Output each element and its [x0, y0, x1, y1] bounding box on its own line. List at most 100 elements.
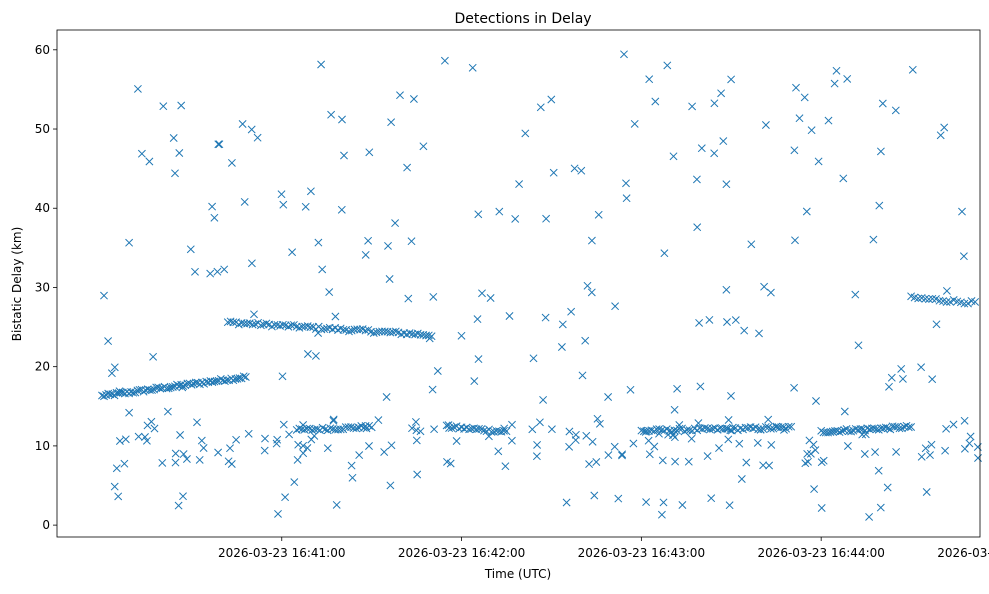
data-point [722, 285, 731, 294]
data-point [657, 510, 666, 519]
data-point [226, 444, 234, 453]
data-point [805, 436, 814, 445]
data-point [424, 331, 433, 340]
data-point [133, 84, 142, 93]
data-point [457, 331, 466, 340]
data-point [281, 493, 290, 502]
data-point [195, 455, 204, 464]
data-point [878, 99, 887, 108]
data-point [803, 449, 812, 458]
data-point [348, 473, 357, 482]
data-point [567, 307, 576, 316]
data-point [735, 439, 744, 448]
data-point [274, 509, 282, 518]
data-point [760, 282, 769, 291]
data-point [707, 494, 716, 503]
data-point [725, 501, 734, 510]
data-point [374, 416, 383, 425]
data-point [110, 482, 119, 491]
data-point [964, 299, 972, 308]
data-point [650, 442, 659, 451]
data-point [214, 140, 223, 149]
data-point [382, 393, 391, 401]
data-point [262, 319, 271, 328]
data-point [697, 144, 706, 153]
data-point [347, 461, 356, 470]
data-point [719, 137, 728, 146]
data-point [588, 437, 597, 446]
data-point [890, 422, 899, 431]
data-point [817, 504, 826, 512]
data-point [974, 454, 982, 462]
data-point [413, 470, 422, 479]
data-point [232, 435, 241, 444]
data-point [176, 431, 185, 439]
data-point [593, 414, 602, 423]
data-point [927, 440, 936, 449]
data-point [604, 451, 613, 460]
data-point [256, 321, 265, 330]
data-point [577, 166, 586, 175]
data-point [585, 460, 594, 469]
data-point [528, 425, 537, 434]
data-point [876, 503, 885, 512]
data-point [303, 444, 312, 452]
data-point [801, 459, 810, 468]
data-point [430, 425, 439, 434]
data-point [347, 423, 355, 432]
data-point [727, 75, 736, 84]
data-point [660, 249, 669, 258]
data-point [932, 320, 941, 329]
data-point [565, 427, 574, 436]
data-point [391, 219, 400, 228]
data-point [532, 452, 541, 461]
data-point [847, 427, 856, 436]
data-point [321, 425, 330, 434]
data-point [317, 60, 326, 69]
data-point [365, 442, 373, 450]
data-point [722, 180, 731, 189]
data-point [112, 464, 121, 473]
x-axis: 2026-03-23 16:41:00 2026-03-23 16:42:00 20… [218, 537, 989, 560]
data-point [858, 430, 867, 439]
data-point [723, 424, 732, 433]
data-point [565, 442, 574, 451]
data-point [780, 425, 788, 434]
data-point [876, 147, 885, 156]
data-point [174, 501, 183, 510]
data-point [168, 383, 177, 391]
data-point [622, 194, 631, 203]
data-point [675, 421, 684, 429]
data-point [791, 236, 799, 245]
data-point [244, 429, 253, 438]
data-point [533, 440, 542, 449]
data-point [812, 397, 820, 405]
data-point [731, 316, 740, 325]
data-point [314, 329, 323, 337]
data-point [409, 95, 418, 103]
data-point [583, 281, 592, 290]
data-point [675, 424, 684, 433]
data-point [137, 149, 146, 158]
data-point [705, 425, 714, 434]
data-point [549, 168, 558, 177]
data-point [854, 341, 863, 350]
data-point [332, 500, 341, 509]
y-tick-label: 30 [35, 280, 50, 294]
data-point [220, 265, 229, 274]
data-point [740, 326, 749, 335]
data-point [391, 327, 400, 336]
data-point [355, 451, 364, 460]
data-point [755, 329, 763, 338]
data-point [125, 408, 134, 417]
data-point [367, 423, 376, 432]
data-point [642, 498, 651, 507]
data-point [135, 385, 144, 394]
data-point [468, 63, 477, 72]
data-point [680, 427, 689, 436]
data-point [238, 120, 247, 128]
data-point [535, 418, 544, 427]
data-point [772, 422, 781, 431]
data-point [179, 450, 188, 459]
data-point [724, 416, 733, 424]
